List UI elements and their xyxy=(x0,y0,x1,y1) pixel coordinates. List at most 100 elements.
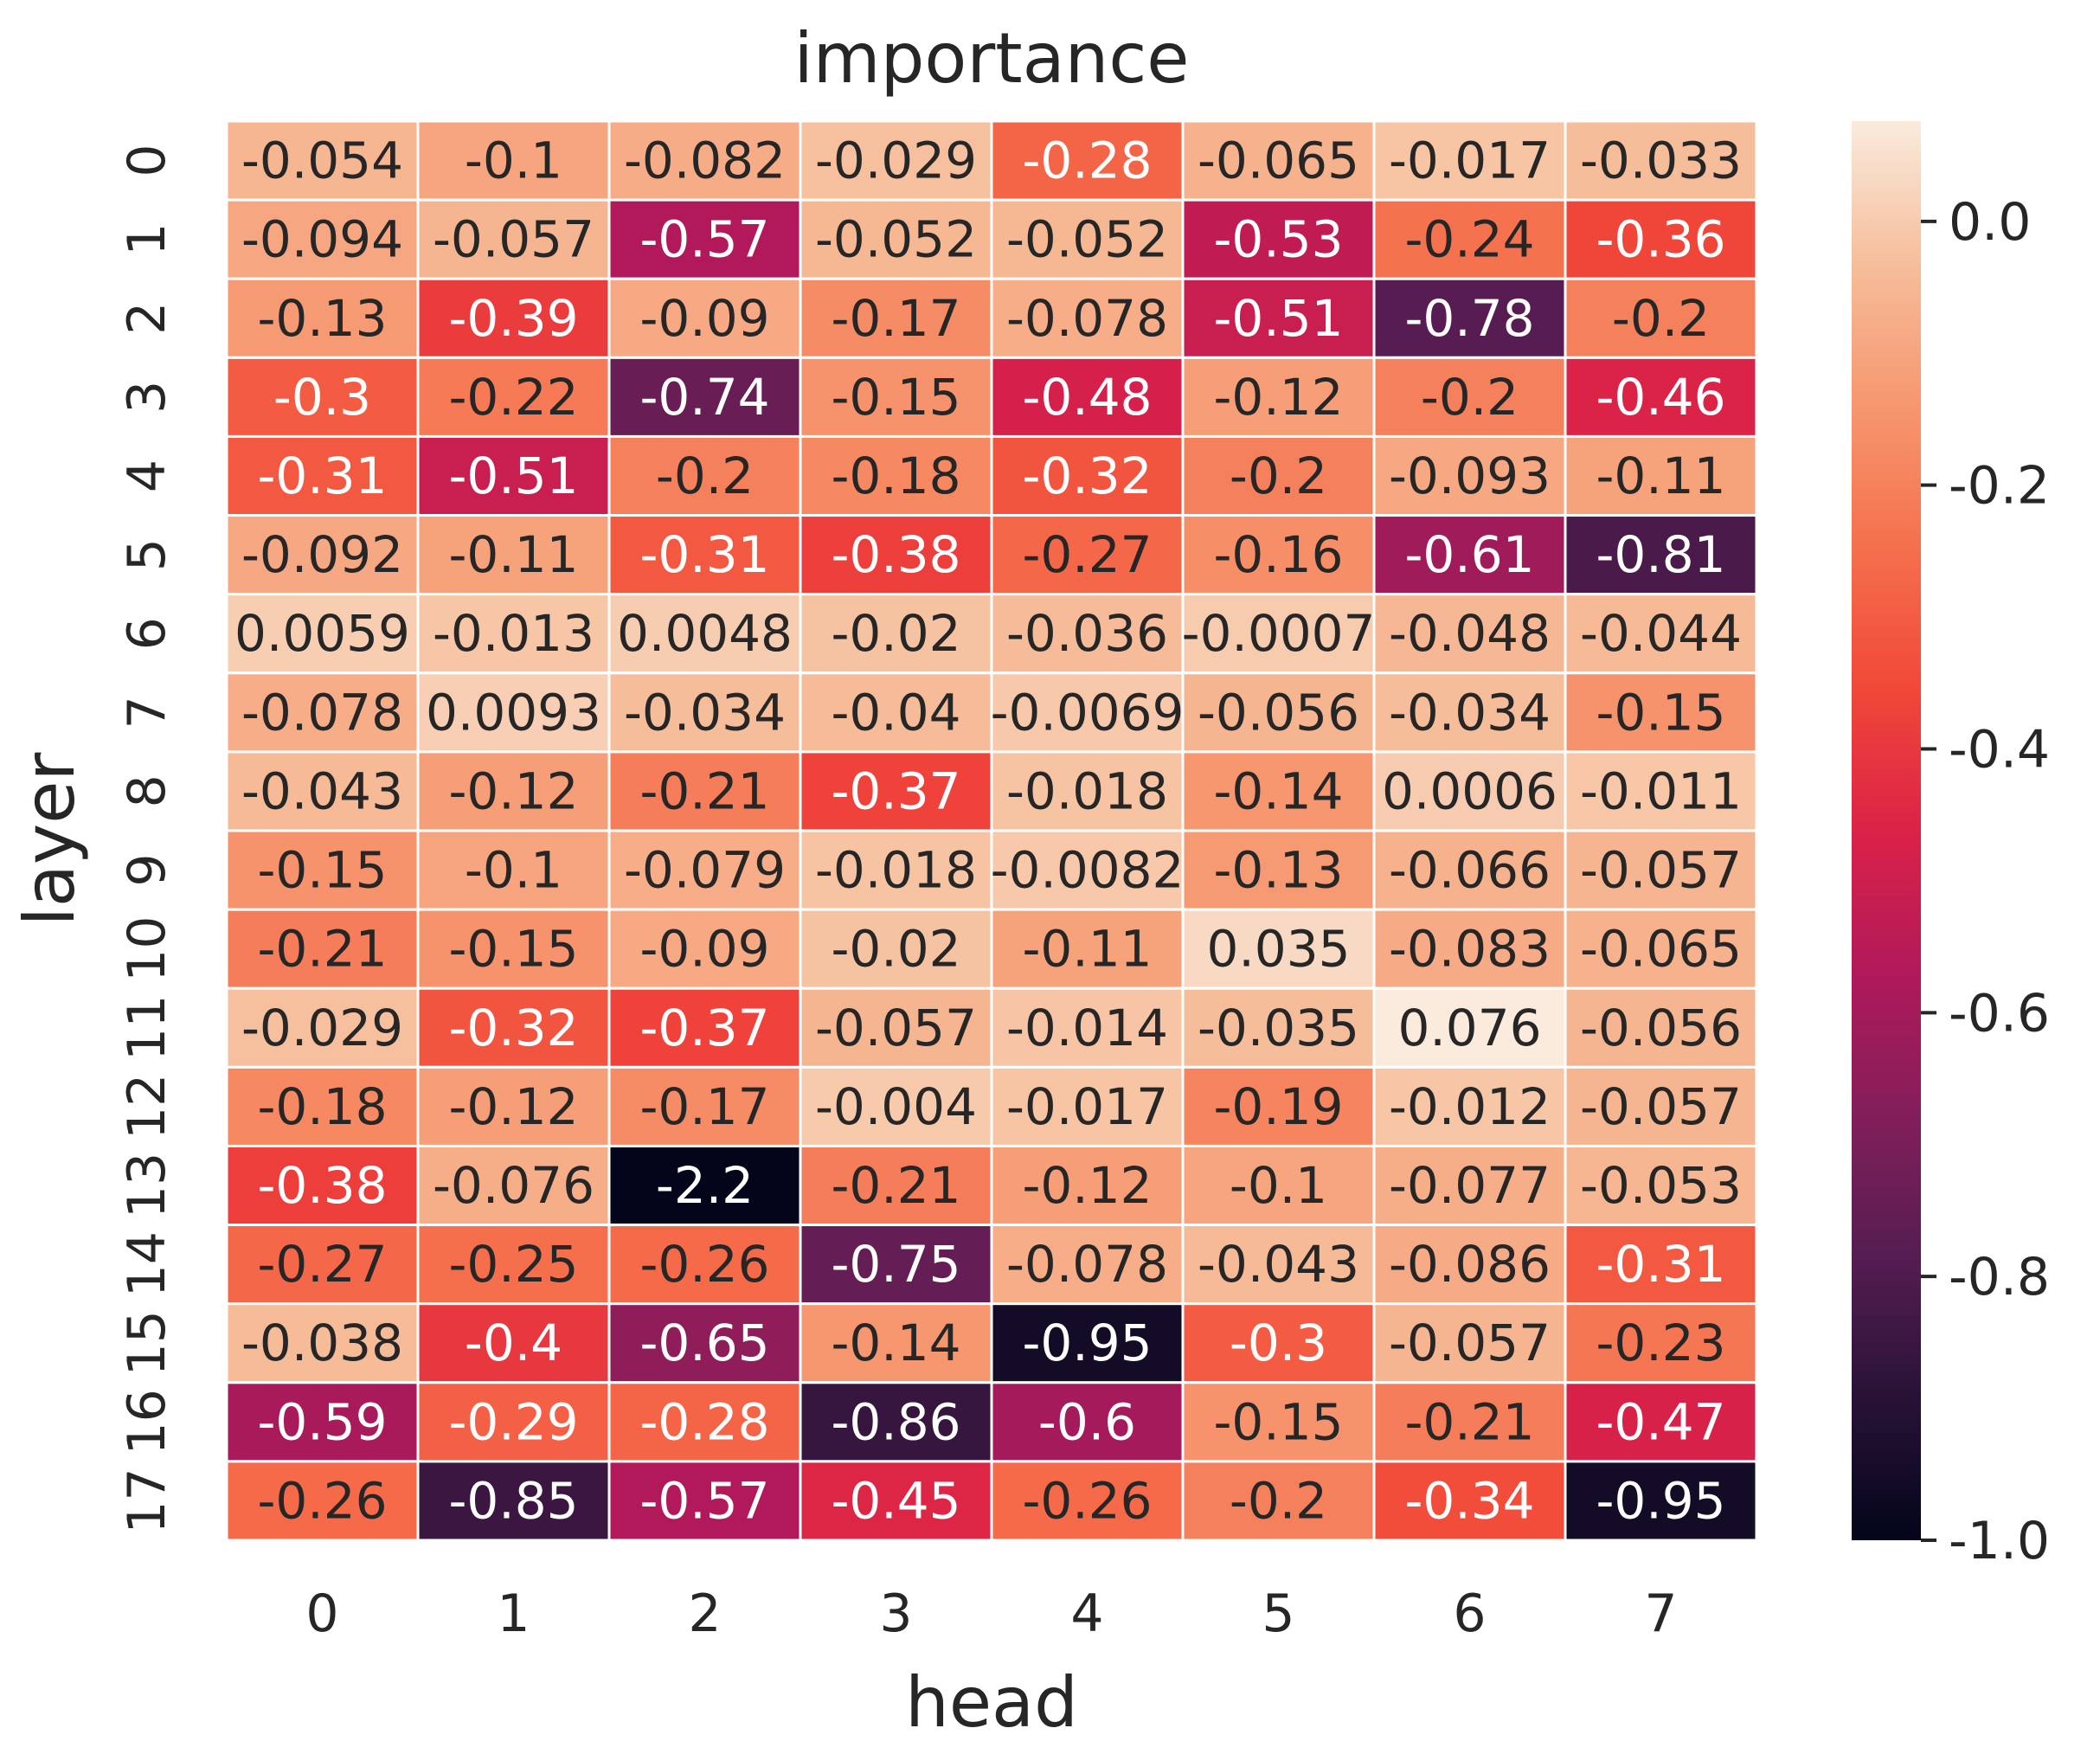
heatmap-cell xyxy=(607,671,802,754)
heatmap-cell xyxy=(1564,1460,1758,1542)
heatmap-cell xyxy=(1372,593,1567,675)
cell-value-label: -0.094 xyxy=(241,210,403,269)
cell-value-label: -0.19 xyxy=(1213,1077,1343,1136)
cell-value-label: -0.29 xyxy=(448,1392,578,1451)
cell-value-label: -0.53 xyxy=(1213,210,1343,269)
heatmap-cell xyxy=(1564,593,1758,675)
cell-value-label: -0.0007 xyxy=(1182,604,1376,663)
cell-value-label: -0.17 xyxy=(831,289,960,348)
x-tick-label: 3 xyxy=(879,1584,912,1644)
cell-value-label: -0.11 xyxy=(448,525,578,584)
heatmap-cell xyxy=(607,119,802,202)
cell-value-label: -0.22 xyxy=(448,368,578,427)
cell-value-label: -0.053 xyxy=(1580,1156,1742,1215)
cell-value-label: -0.056 xyxy=(1580,999,1742,1057)
heatmap-cells: -0.054 -0.1 -0.082 -0.029 -0.28 -0.065 -0.017-… xyxy=(225,119,1758,1542)
heatmap-cell xyxy=(416,1302,611,1384)
heatmap-cell xyxy=(1564,908,1758,990)
heatmap-cell xyxy=(225,119,420,202)
cell-value-label: -0.75 xyxy=(831,1235,960,1294)
cell-value-label: -0.86 xyxy=(831,1392,960,1451)
heatmap-cell xyxy=(416,593,611,675)
cell-value-label: -0.052 xyxy=(1006,210,1168,269)
heatmap-cell xyxy=(799,750,993,832)
heatmap-cell xyxy=(416,986,611,1069)
cell-value-label: -0.31 xyxy=(1596,1235,1725,1294)
heatmap-cell xyxy=(1564,198,1758,280)
x-tick-label: 0 xyxy=(305,1584,338,1644)
cell-value-label: -0.082 xyxy=(624,132,786,190)
cell-value-label: -0.034 xyxy=(1389,683,1551,742)
cell-value-label: -0.46 xyxy=(1596,368,1725,427)
chart-title: importance xyxy=(793,18,1189,99)
cell-value-label: -0.12 xyxy=(1213,368,1343,427)
cell-value-label: -0.3 xyxy=(1230,1314,1327,1372)
cell-value-label: -0.0069 xyxy=(991,683,1185,742)
cell-value-label: -0.85 xyxy=(448,1471,578,1530)
cell-value-label: -0.11 xyxy=(1596,446,1725,505)
cell-value-label: -0.1 xyxy=(1230,1156,1327,1215)
cell-value-label: -0.013 xyxy=(433,604,594,663)
cell-value-label: 0.0059 xyxy=(234,604,410,663)
heatmap-cell xyxy=(799,1065,993,1147)
heatmap-cell xyxy=(799,593,993,675)
cell-value-label: -0.37 xyxy=(831,761,960,820)
x-axis-label: head xyxy=(905,1662,1078,1741)
cell-value-label: -0.078 xyxy=(241,683,403,742)
heatmap-cell xyxy=(1372,1065,1567,1147)
heatmap-cell xyxy=(1372,1302,1567,1384)
cell-value-label: -0.51 xyxy=(1213,289,1343,348)
heatmap-cell xyxy=(1564,356,1758,438)
y-tick-label: 12 xyxy=(117,1074,177,1140)
cell-value-label: -0.057 xyxy=(1580,1077,1742,1136)
heatmap-cell xyxy=(1181,908,1376,990)
cell-value-label: 0.076 xyxy=(1397,999,1541,1057)
cell-value-label: -0.45 xyxy=(831,1471,960,1530)
heatmap-cell xyxy=(1181,1460,1376,1542)
cell-value-label: -0.11 xyxy=(1022,920,1152,979)
cell-value-label: -0.51 xyxy=(448,446,578,505)
cell-value-label: -0.057 xyxy=(815,999,977,1057)
heatmap-cell xyxy=(799,986,993,1069)
colorbar-tick-label: -0.8 xyxy=(1949,1247,2050,1307)
cell-value-label: -0.6 xyxy=(1038,1392,1136,1451)
colorbar-tick-label: -1.0 xyxy=(1949,1511,2050,1571)
heatmap-cell xyxy=(607,1065,802,1147)
cell-value-label: -0.076 xyxy=(433,1156,594,1215)
cell-value-label: -0.038 xyxy=(241,1314,403,1372)
cell-value-label: -0.28 xyxy=(639,1392,769,1451)
cell-value-label: -0.014 xyxy=(1006,999,1168,1057)
heatmap-cell xyxy=(1372,908,1567,990)
cell-value-label: -0.13 xyxy=(1213,841,1343,900)
cell-value-label: -0.13 xyxy=(257,289,387,348)
cell-value-label: -0.57 xyxy=(639,210,769,269)
heatmap-cell xyxy=(990,198,1185,280)
heatmap-cell xyxy=(1181,434,1376,517)
x-tick-label: 1 xyxy=(497,1584,530,1644)
heatmap-cell xyxy=(799,1460,993,1542)
x-axis-ticks: 0 1 2 3 4 5 6 7 xyxy=(305,1584,1677,1644)
colorbar-tick-label: -0.2 xyxy=(1949,456,2050,517)
heatmap-cell xyxy=(1564,434,1758,517)
cell-value-label: -0.21 xyxy=(831,1156,960,1215)
heatmap-cell xyxy=(1564,514,1758,596)
cell-value-label: -0.65 xyxy=(639,1314,769,1372)
heatmap-cell xyxy=(1372,829,1567,911)
cell-value-label: -0.39 xyxy=(448,289,578,348)
colorbar-ticks: 0.0 -0.2 -0.4 -0.6 -0.8 -1.0 xyxy=(1921,192,2050,1571)
cell-value-label: -0.011 xyxy=(1580,761,1742,820)
heatmap-cell xyxy=(990,1302,1185,1384)
cell-value-label: -0.048 xyxy=(1389,604,1551,663)
heatmap-cell xyxy=(1564,829,1758,911)
cell-value-label: -2.2 xyxy=(656,1156,754,1215)
cell-value-label: -0.25 xyxy=(448,1235,578,1294)
heatmap-cell xyxy=(1564,1302,1758,1384)
cell-value-label: -0.81 xyxy=(1596,525,1725,584)
x-tick-label: 2 xyxy=(688,1584,721,1644)
cell-value-label: -0.02 xyxy=(831,920,960,979)
cell-value-label: -0.28 xyxy=(1022,132,1152,190)
y-tick-label: 15 xyxy=(117,1310,177,1376)
cell-value-label: -0.043 xyxy=(1198,1235,1359,1294)
cell-value-label: -0.34 xyxy=(1404,1471,1534,1530)
heatmap-cell xyxy=(416,1065,611,1147)
